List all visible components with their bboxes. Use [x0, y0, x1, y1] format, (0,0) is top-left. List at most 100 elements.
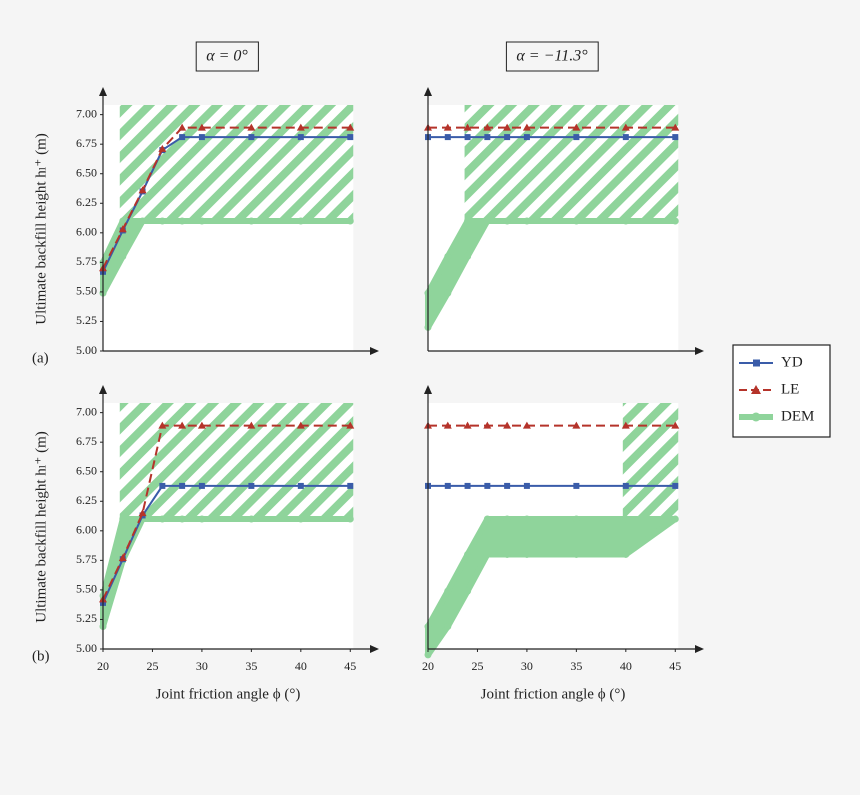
marker-triangle: [621, 123, 630, 131]
marker-triangle: [503, 123, 512, 131]
legend-label: LE: [781, 381, 799, 397]
marker-square: [672, 482, 679, 489]
marker-circle: [523, 515, 531, 523]
y-tick-label: 6.25: [76, 195, 97, 209]
y-tick-label: 5.50: [76, 582, 97, 596]
marker-square: [198, 482, 205, 489]
legend-marker: [753, 359, 760, 367]
marker-square: [622, 482, 629, 489]
marker-circle: [523, 217, 531, 225]
marker-triangle: [463, 421, 472, 429]
y-axis-arrow: [99, 87, 107, 96]
marker-square: [198, 134, 205, 141]
marker-square: [248, 482, 255, 489]
y-tick-label: 6.75: [76, 434, 97, 448]
marker-circle: [444, 289, 452, 297]
marker-circle: [483, 550, 491, 558]
marker-circle: [178, 217, 186, 225]
x-tick-label: 30: [196, 659, 208, 673]
marker-triangle: [671, 123, 680, 131]
panel-label: (a): [32, 350, 49, 366]
marker-triangle: [522, 421, 531, 429]
y-tick-label: 5.25: [76, 313, 97, 327]
marker-square: [484, 134, 491, 141]
marker-square: [484, 482, 491, 489]
marker-square: [248, 134, 255, 141]
marker-triangle: [197, 421, 206, 429]
marker-triangle: [197, 123, 206, 131]
marker-circle: [444, 587, 452, 595]
legend-label: DEM: [781, 408, 814, 424]
marker-square: [672, 134, 679, 141]
marker-circle: [622, 217, 630, 225]
marker-triangle: [138, 509, 147, 517]
marker-circle: [297, 515, 305, 523]
x-axis-arrow: [695, 645, 704, 653]
marker-triangle: [443, 421, 452, 429]
marker-square: [622, 134, 629, 141]
marker-triangle: [671, 421, 680, 429]
marker-square: [444, 134, 451, 141]
x-tick-label: 40: [620, 659, 632, 673]
marker-square: [464, 134, 471, 141]
marker-triangle: [621, 421, 630, 429]
marker-circle: [464, 587, 472, 595]
marker-triangle: [443, 123, 452, 131]
panel-title: α = 0°: [206, 48, 248, 65]
marker-triangle: [118, 225, 127, 233]
y-tick-label: 6.50: [76, 463, 97, 477]
marker-triangle: [296, 123, 305, 131]
x-axis-arrow: [370, 347, 379, 355]
legend-box: [732, 344, 831, 438]
marker-circle: [464, 550, 472, 558]
legend: YD LE DEM: [732, 344, 831, 438]
marker-square: [523, 134, 530, 141]
marker-circle: [572, 515, 580, 523]
y-axis-label: Ultimate backfill height hₗ⁺ (m): [33, 133, 49, 325]
marker-square: [347, 134, 354, 141]
x-tick-label: 25: [471, 659, 483, 673]
marker-square: [523, 482, 530, 489]
marker-circle: [424, 651, 432, 659]
marker-triangle: [118, 554, 127, 561]
panel-label: (b): [32, 648, 50, 664]
marker-circle: [503, 515, 511, 523]
marker-circle: [503, 217, 511, 225]
marker-circle: [247, 515, 255, 523]
marker-circle: [198, 217, 206, 225]
marker-triangle: [483, 123, 492, 131]
y-tick-label: 6.25: [76, 493, 97, 507]
marker-triangle: [178, 123, 187, 131]
marker-circle: [444, 252, 452, 260]
y-tick-label: 5.75: [76, 552, 97, 566]
marker-circle: [346, 217, 354, 225]
x-tick-label: 25: [146, 659, 158, 673]
marker-circle: [572, 217, 580, 225]
y-axis-arrow: [424, 385, 432, 394]
marker-circle: [622, 515, 630, 523]
marker-square: [297, 134, 304, 141]
marker-circle: [444, 623, 452, 631]
marker-circle: [119, 217, 127, 225]
legend-marker: [751, 412, 761, 422]
marker-square: [444, 482, 451, 489]
x-tick-label: 20: [422, 659, 434, 673]
marker-square: [179, 134, 186, 141]
marker-circle: [483, 515, 491, 523]
marker-circle: [158, 515, 166, 523]
x-axis-arrow: [370, 645, 379, 653]
marker-circle: [503, 550, 511, 558]
marker-circle: [622, 550, 630, 558]
marker-square: [297, 482, 304, 489]
marker-triangle: [572, 421, 581, 429]
panel-title: α = −11.3°: [516, 48, 588, 65]
marker-circle: [247, 217, 255, 225]
marker-circle: [671, 515, 679, 523]
x-tick-label: 45: [344, 659, 356, 673]
x-axis-label: Joint friction angle ϕ (°): [156, 686, 301, 702]
y-tick-label: 5.75: [76, 254, 97, 268]
marker-triangle: [572, 123, 581, 131]
x-tick-label: 20: [97, 659, 109, 673]
